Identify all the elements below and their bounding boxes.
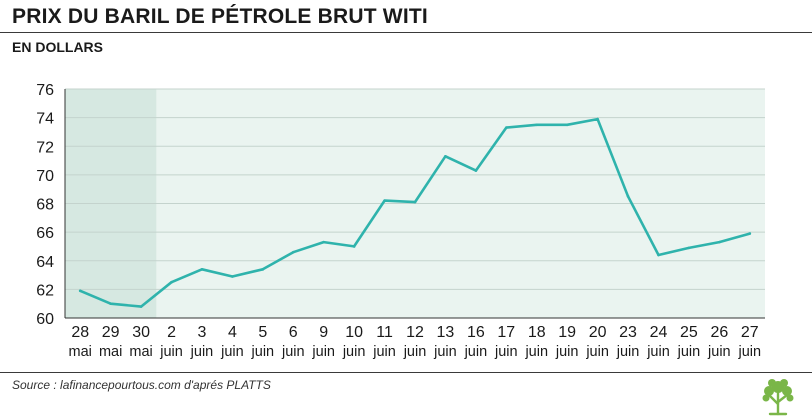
source-note: Source : lafinancepourtous.com d'aprés P… <box>12 378 271 392</box>
price-line-chart: 60626466687072747628mai29mai30mai2juin3j… <box>36 82 765 360</box>
x-tick-month: juin <box>494 344 518 360</box>
x-tick-day: 16 <box>467 324 485 341</box>
chart-subtitle: EN DOLLARS <box>12 39 103 55</box>
x-tick-day: 25 <box>680 324 698 341</box>
y-tick-label: 72 <box>36 139 54 156</box>
data-point <box>139 305 143 308</box>
x-tick-day: 10 <box>345 324 363 341</box>
x-tick-month: juin <box>524 344 548 360</box>
data-point <box>109 302 112 305</box>
data-point <box>718 240 721 244</box>
source-divider <box>0 372 812 373</box>
x-tick-day: 9 <box>319 324 328 341</box>
y-tick-label: 70 <box>36 168 54 185</box>
x-tick-month: juin <box>737 344 761 360</box>
x-tick-day: 12 <box>406 324 424 341</box>
x-tick-month: juin <box>616 344 640 360</box>
data-point <box>505 126 508 129</box>
x-tick-month: juin <box>403 344 427 360</box>
chart-title: PRIX DU BARIL DE PÉTROLE BRUT WITI <box>12 5 428 28</box>
data-point <box>596 117 599 121</box>
data-point <box>261 268 265 271</box>
x-tick-day: 23 <box>619 324 637 341</box>
data-point <box>657 253 660 257</box>
x-tick-day: 13 <box>437 324 455 341</box>
x-tick-day: 11 <box>376 324 393 341</box>
data-point <box>626 195 630 198</box>
x-tick-day: 17 <box>497 324 515 341</box>
data-point <box>474 169 478 172</box>
y-tick-label: 64 <box>36 254 54 271</box>
tree-icon <box>762 379 794 416</box>
x-tick-day: 3 <box>198 324 207 341</box>
y-tick-label: 62 <box>36 282 54 299</box>
x-tick-day: 24 <box>650 324 668 341</box>
x-tick-day: 5 <box>258 324 267 341</box>
x-tick-day: 4 <box>228 324 237 341</box>
x-tick-day: 28 <box>71 324 89 341</box>
x-tick-day: 2 <box>167 324 176 341</box>
x-tick-day: 26 <box>710 324 728 341</box>
data-point <box>565 123 569 127</box>
x-tick-day: 18 <box>528 324 546 341</box>
x-tick-month: juin <box>646 344 670 360</box>
x-tick-month: juin <box>251 344 275 360</box>
data-point <box>535 123 539 127</box>
y-tick-label: 74 <box>36 111 54 128</box>
x-tick-month: juin <box>159 344 183 360</box>
x-tick-day: 27 <box>741 324 759 341</box>
x-tick-month: mai <box>129 344 152 360</box>
y-tick-label: 76 <box>36 82 54 99</box>
x-tick-month: juin <box>464 344 488 360</box>
data-point <box>231 275 234 278</box>
data-point <box>322 240 325 244</box>
data-point <box>687 246 691 250</box>
x-tick-day: 6 <box>289 324 298 341</box>
x-tick-month: juin <box>311 344 335 360</box>
x-tick-month: juin <box>677 344 701 360</box>
x-tick-month: juin <box>190 344 214 360</box>
x-tick-day: 20 <box>589 324 607 341</box>
x-tick-month: juin <box>342 344 366 360</box>
y-tick-label: 60 <box>36 311 54 328</box>
data-point <box>748 232 752 235</box>
x-tick-month: juin <box>433 344 457 360</box>
data-point <box>413 200 417 204</box>
x-tick-month: mai <box>69 344 92 360</box>
y-tick-label: 68 <box>36 197 54 214</box>
x-tick-month: juin <box>372 344 396 360</box>
x-tick-day: 29 <box>102 324 120 341</box>
data-point <box>444 154 447 158</box>
data-point <box>291 250 295 254</box>
x-tick-month: juin <box>281 344 305 360</box>
data-point <box>170 280 173 284</box>
data-point <box>200 268 204 271</box>
data-point <box>383 199 386 202</box>
y-tick-label: 66 <box>36 225 54 242</box>
x-tick-month: juin <box>707 344 731 360</box>
x-tick-month: juin <box>585 344 609 360</box>
x-tick-day: 19 <box>558 324 576 341</box>
title-divider <box>0 32 812 33</box>
data-point <box>78 289 82 293</box>
x-tick-month: juin <box>220 344 244 360</box>
data-point <box>352 245 356 248</box>
x-tick-month: juin <box>555 344 579 360</box>
x-tick-day: 30 <box>132 324 150 341</box>
x-tick-month: mai <box>99 344 122 360</box>
